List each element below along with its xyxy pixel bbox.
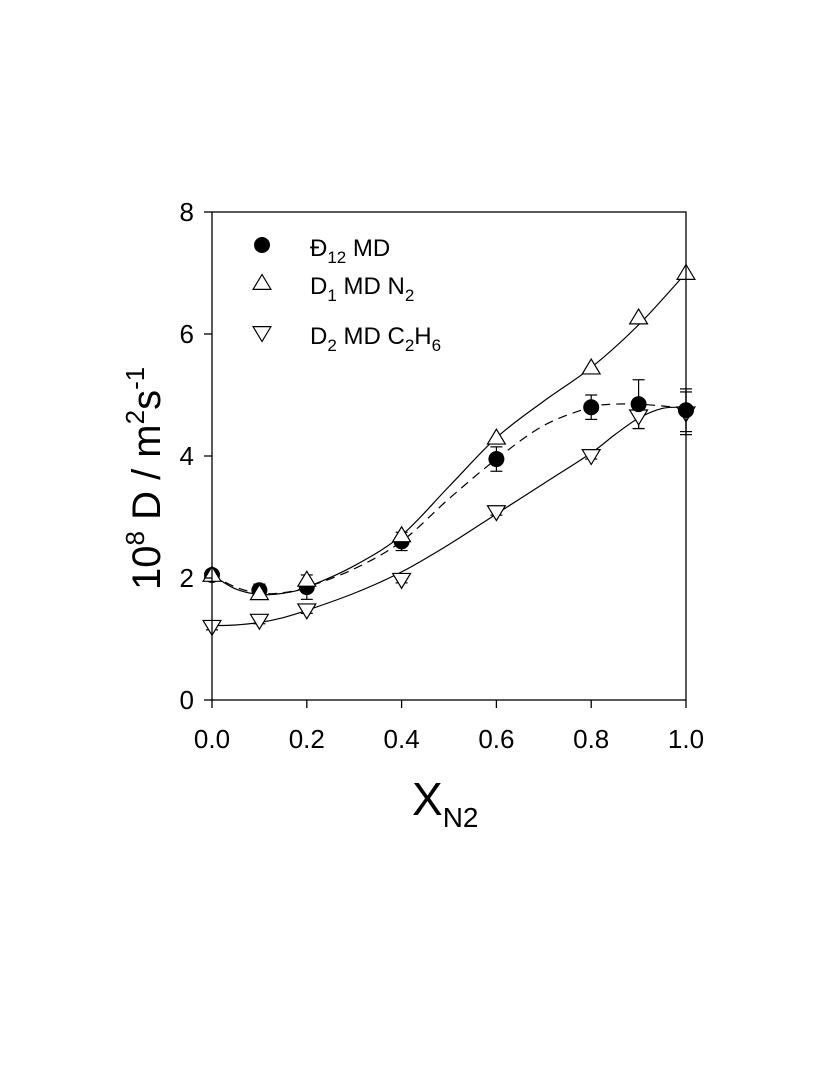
legend-label-2-sub: 2	[327, 336, 336, 355]
series-2-curve	[211, 406, 687, 627]
legend-label-2-main: D	[310, 323, 327, 350]
y-tick-label: 8	[180, 197, 194, 227]
legend-label-2-sub3: 6	[432, 336, 441, 355]
series-1-point	[581, 357, 602, 375]
series-0-point	[488, 451, 505, 468]
x-tick-label: 0.4	[384, 724, 420, 754]
y-axis-title-prefix: 10	[125, 546, 169, 591]
legend-label-1-rest: MD N	[337, 273, 405, 300]
series-1-point	[391, 525, 412, 543]
legend-marker-2	[252, 326, 272, 343]
x-tick-label: 0.0	[194, 724, 230, 754]
series-2-point	[391, 572, 412, 590]
y-tick-label: 0	[180, 685, 194, 715]
legend-label-2: D2 MD C2H6	[310, 323, 441, 355]
legend-label-2-rest2: H	[414, 323, 431, 350]
legend-label-0-sub: 12	[327, 248, 346, 267]
plot-frame	[211, 211, 687, 701]
y-axis-title-mid: s	[125, 390, 169, 410]
legend-label-2-sub2: 2	[405, 336, 414, 355]
legend-marker-1	[252, 273, 272, 290]
series-0-curve	[211, 403, 687, 595]
legend-marker-0	[254, 237, 270, 253]
series-1-point	[249, 583, 270, 601]
series-1-point	[486, 428, 507, 445]
y-axis-title: 108 D / m2s-1	[120, 367, 169, 590]
x-axis-title: XN2	[412, 773, 478, 833]
series-1-point	[296, 570, 317, 587]
x-tick-label: 1.0	[668, 724, 704, 754]
legend-label-0-main: Đ	[310, 235, 327, 262]
legend-label-2-rest: MD C	[337, 323, 405, 350]
y-axis-title-sup2: -1	[120, 367, 150, 390]
y-tick-label: 4	[180, 441, 194, 471]
y-axis-title-body: D / m	[125, 424, 169, 531]
x-axis-title-main: X	[412, 773, 443, 825]
y-axis-ticks: 0 2 4 6 8	[180, 197, 212, 715]
series-0-point	[630, 396, 647, 413]
y-axis-title-sup1: 2	[120, 410, 150, 424]
legend-label-0-rest: MD	[346, 235, 390, 262]
plot-markers	[202, 263, 696, 637]
legend-label-1-sub2: 2	[405, 286, 414, 305]
series-2-point	[296, 603, 317, 620]
x-axis-title-sub: N2	[443, 802, 479, 833]
series-2-point	[581, 449, 602, 466]
series-0-point	[583, 399, 600, 416]
series-1-curve	[211, 272, 687, 596]
x-tick-label: 0.6	[478, 724, 514, 754]
series-2-point	[249, 613, 270, 631]
x-tick-label: 0.2	[289, 724, 325, 754]
series-2-point	[486, 505, 507, 522]
y-tick-label: 6	[180, 319, 194, 349]
x-tick-label: 0.8	[573, 724, 609, 754]
plot-curves	[211, 272, 687, 627]
legend-label-1-sub: 1	[327, 286, 336, 305]
plot-errorbars	[206, 379, 692, 631]
legend-label-0: Đ12 MD	[310, 235, 390, 267]
y-tick-label: 2	[180, 563, 194, 593]
y-axis-title-prefix-sup: 8	[120, 531, 150, 545]
series-1-point	[628, 307, 649, 325]
legend-label-1: D1 MD N2	[310, 273, 414, 305]
x-axis-ticks: 0.0 0.2 0.4 0.6 0.8 1.0	[194, 700, 704, 754]
legend-label-1-main: D	[310, 273, 327, 300]
